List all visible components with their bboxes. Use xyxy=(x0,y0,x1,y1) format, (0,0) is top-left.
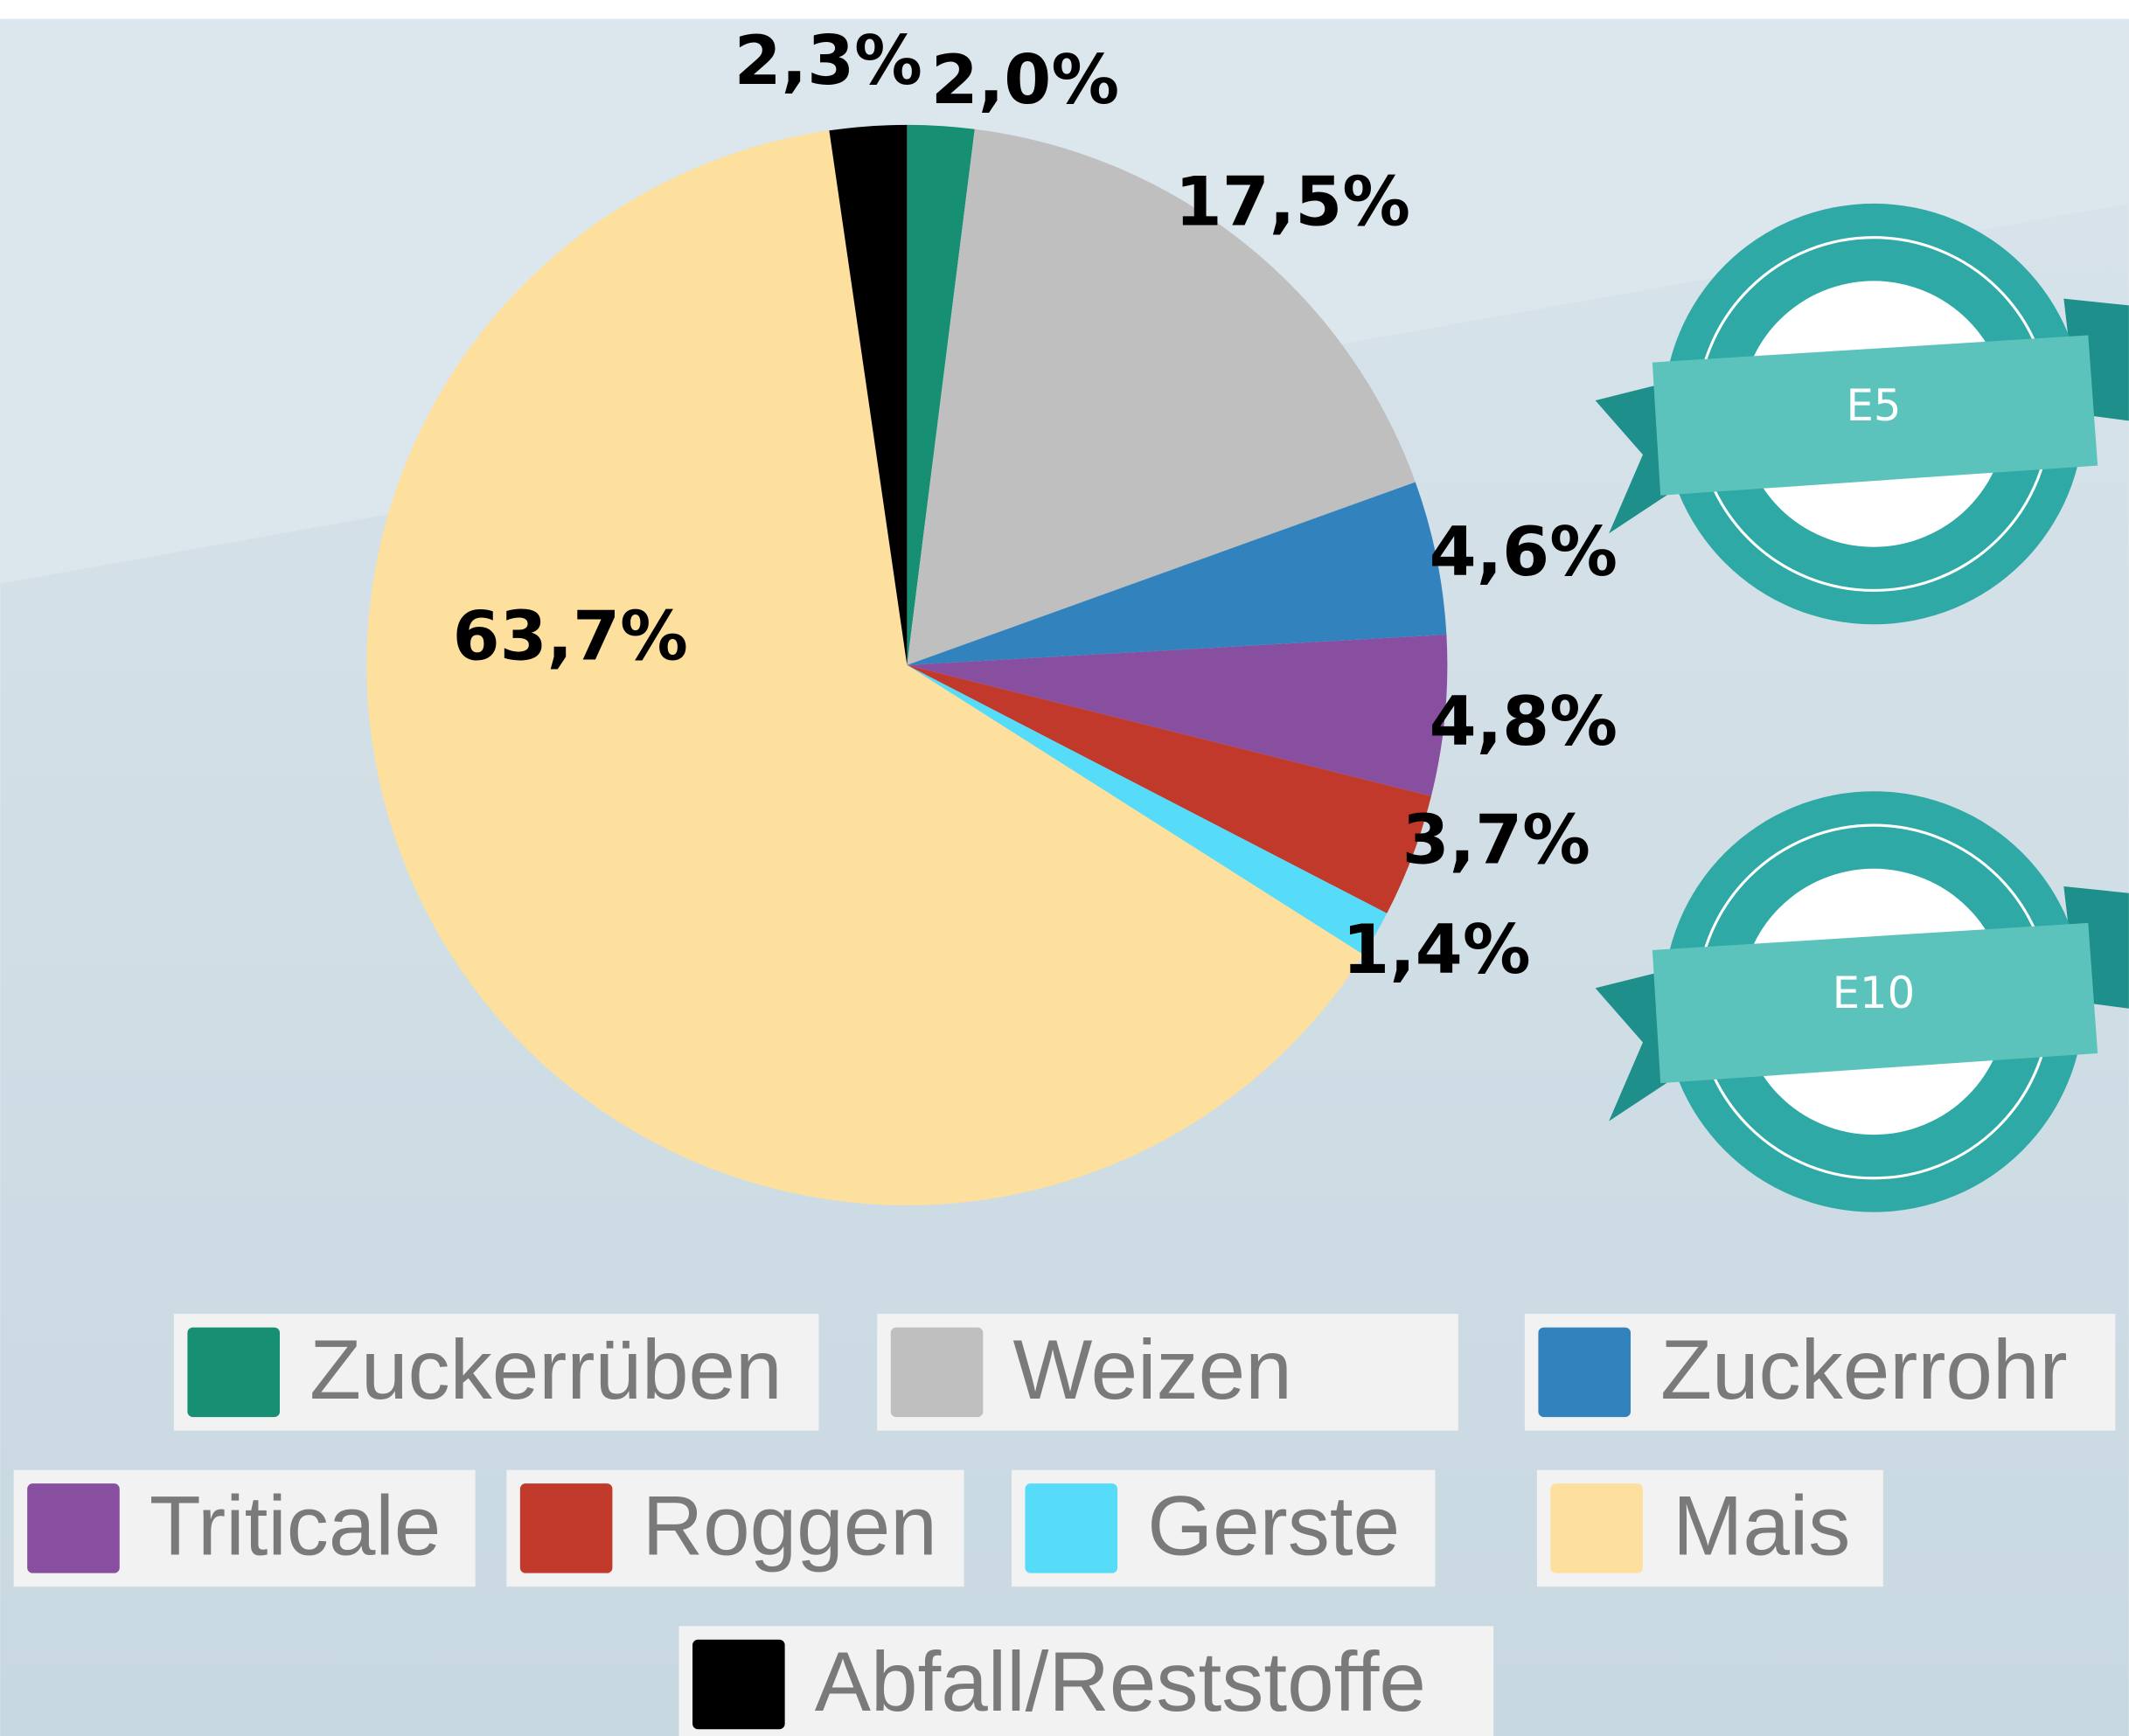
pie-slice xyxy=(907,482,1447,665)
data-label: 2,3% xyxy=(734,22,922,101)
badge: E5 xyxy=(1595,203,2129,625)
legend-label: Zuckerrohr xyxy=(1660,1323,2067,1417)
data-label: 1,4% xyxy=(1342,911,1530,990)
legend-label: Weizen xyxy=(1012,1323,1291,1417)
legend-label: Gerste xyxy=(1147,1480,1400,1573)
legend-item: Zuckerrüben xyxy=(173,1314,819,1431)
legend-item: Weizen xyxy=(877,1314,1458,1431)
pie: 2,0% 17,5% 4,6% 4,8% 3,7% 1,4% 63,7% 2,3% xyxy=(366,22,1618,1205)
ribbon xyxy=(1652,922,2098,1084)
legend-label: Mais xyxy=(1673,1480,1850,1573)
legend-box xyxy=(678,1626,1494,1736)
legend-swatch xyxy=(1025,1483,1118,1573)
legend-swatch xyxy=(890,1327,984,1418)
pie-slice xyxy=(907,664,1431,913)
legend-item: Zuckerrohr xyxy=(1524,1314,2116,1431)
badges: E5 E10 xyxy=(1595,203,2129,1212)
data-label: 17,5% xyxy=(1175,163,1410,242)
legend-swatch xyxy=(187,1327,280,1418)
pie-slice xyxy=(366,130,1364,1205)
badge-label: E5 xyxy=(1846,380,1901,431)
legend-label: Triticale xyxy=(150,1480,441,1573)
legend-item: Gerste xyxy=(1011,1469,1436,1587)
legend-swatch xyxy=(519,1483,613,1573)
pie-slice xyxy=(907,664,1388,955)
ribbon xyxy=(1652,335,2098,496)
legend-item: Triticale xyxy=(13,1469,476,1587)
legend: Zuckerrüben Weizen Zuckerrohr Triticale Rogg… xyxy=(13,1314,2116,1736)
legend-label: Zuckerrüben xyxy=(310,1323,782,1417)
badge: E10 xyxy=(1595,791,2129,1212)
legend-box xyxy=(173,1314,819,1431)
legend-item: Abfall/Reststoffe xyxy=(678,1626,1494,1736)
pie-slice xyxy=(829,124,908,665)
legend-swatch xyxy=(27,1483,120,1573)
pie-slice xyxy=(907,128,1416,665)
legend-swatch xyxy=(1538,1327,1632,1418)
pie-slice xyxy=(907,124,975,665)
data-label: 2,0% xyxy=(931,41,1119,120)
pie-slice xyxy=(907,634,1448,796)
legend-swatch xyxy=(692,1639,785,1730)
legend-item: Mais xyxy=(1536,1469,1883,1587)
data-label: 4,8% xyxy=(1430,683,1618,761)
data-label: 63,7% xyxy=(453,597,688,676)
legend-label: Abfall/Reststoffe xyxy=(815,1635,1426,1729)
data-label: 4,6% xyxy=(1430,513,1618,592)
legend-swatch xyxy=(1550,1483,1643,1573)
legend-item: Roggen xyxy=(506,1469,964,1587)
legend-label: Roggen xyxy=(643,1480,937,1573)
badge-label: E10 xyxy=(1833,968,1916,1018)
data-label: 3,7% xyxy=(1402,801,1590,879)
